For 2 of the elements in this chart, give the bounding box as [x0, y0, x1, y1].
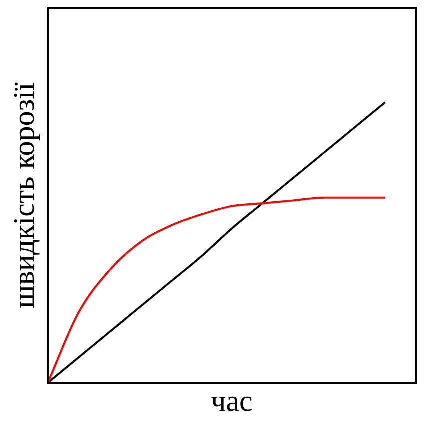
- x-axis-title: час: [211, 384, 253, 418]
- y-axis-title: швидкість корозії: [8, 82, 41, 308]
